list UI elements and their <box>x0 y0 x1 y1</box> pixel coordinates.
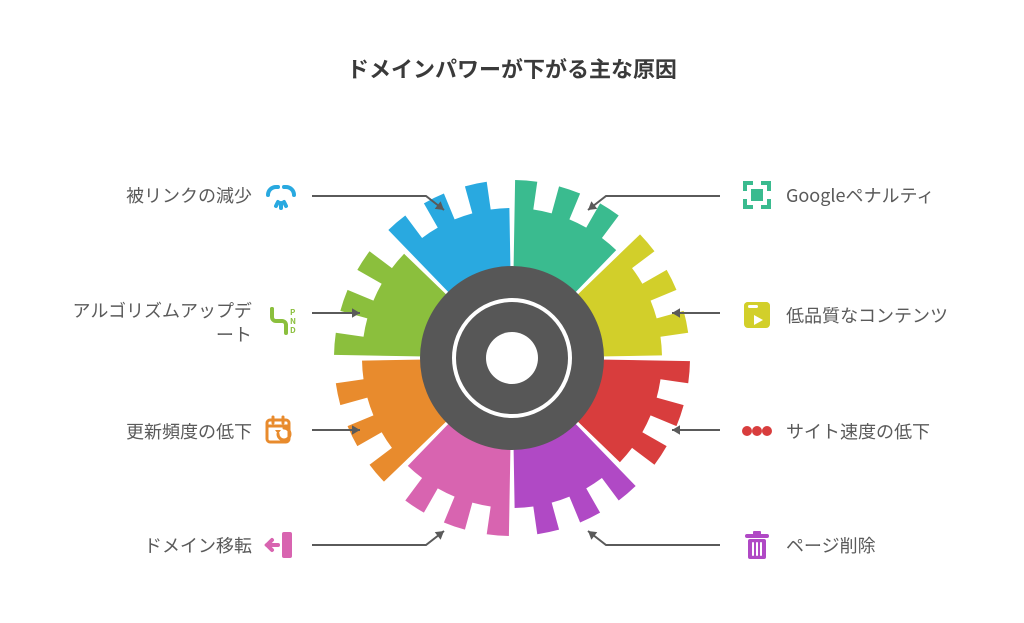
cause-speed: サイト速度の低下 <box>740 414 930 448</box>
cause-algo: アルゴリズムアップデート P N D <box>72 298 298 347</box>
gear-hub-hole <box>486 332 538 384</box>
grid-frame-icon <box>740 178 774 212</box>
gear-diagram <box>332 178 692 538</box>
trash-icon <box>740 528 774 562</box>
cause-label-delete: ページ削除 <box>786 533 876 557</box>
broken-link-icon <box>264 178 298 212</box>
video-card-icon <box>740 298 774 332</box>
cause-label-lowq: 低品質なコンテンツ <box>786 303 948 327</box>
dots-loading-icon <box>740 414 774 448</box>
door-exit-icon <box>264 528 298 562</box>
cause-freq: 更新頻度の低下 <box>126 414 298 448</box>
cause-label-freq: 更新頻度の低下 <box>126 419 252 443</box>
cause-label-migrate: ドメイン移転 <box>144 533 252 557</box>
calendar-refresh-icon <box>264 414 298 448</box>
cause-migrate: ドメイン移転 <box>144 528 298 562</box>
cause-label-algo: アルゴリズムアップデート <box>72 298 252 347</box>
cause-backlinks: 被リンクの減少 <box>126 178 298 212</box>
cause-penalty: Googleペナルティ <box>740 178 934 212</box>
cause-label-backlinks: 被リンクの減少 <box>126 183 252 207</box>
cause-delete: ページ削除 <box>740 528 876 562</box>
cause-label-speed: サイト速度の低下 <box>786 419 930 443</box>
cause-lowq: 低品質なコンテンツ <box>740 298 948 332</box>
page-title: ドメインパワーが下がる主な原因 <box>0 52 1024 84</box>
cause-label-penalty: Googleペナルティ <box>786 183 934 207</box>
svg-text:D: D <box>290 325 296 336</box>
algo-path-icon: P N D <box>264 305 298 339</box>
